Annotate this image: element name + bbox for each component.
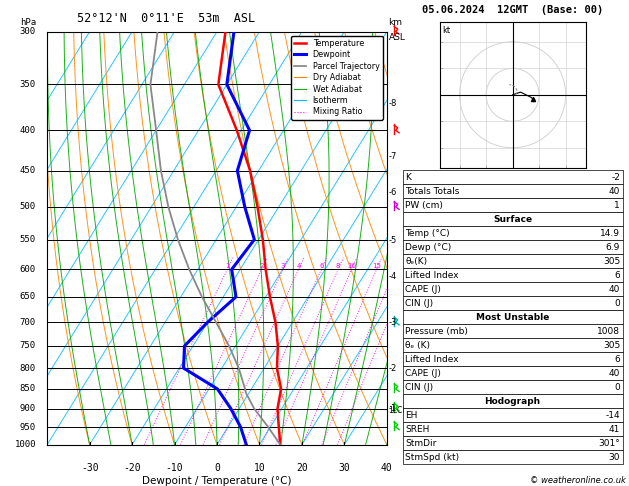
Text: 41: 41 [609,425,620,434]
Text: 10: 10 [253,463,265,473]
Text: 05.06.2024  12GMT  (Base: 00): 05.06.2024 12GMT (Base: 00) [422,5,603,15]
Text: Mixing Ratio (g/kg): Mixing Ratio (g/kg) [426,198,435,278]
Text: -2: -2 [611,173,620,182]
Text: ASL: ASL [389,33,406,42]
Text: StmSpd (kt): StmSpd (kt) [405,452,459,462]
Text: -10: -10 [165,463,184,473]
Text: 400: 400 [20,126,36,135]
Text: 1: 1 [225,263,230,269]
Text: 600: 600 [20,265,36,274]
Text: -1: -1 [389,404,397,413]
Text: -3: -3 [389,318,397,327]
Text: CIN (J): CIN (J) [405,382,433,392]
Text: 750: 750 [20,342,36,350]
Text: K: K [405,173,411,182]
Text: kt: kt [442,26,450,35]
Text: -7: -7 [389,152,397,161]
Text: 1LCL: 1LCL [389,406,407,415]
Text: 6: 6 [615,355,620,364]
Text: 1000: 1000 [14,440,36,449]
Text: Totals Totals: Totals Totals [405,187,459,195]
Text: EH: EH [405,411,418,419]
Text: -20: -20 [123,463,141,473]
Text: -14: -14 [606,411,620,419]
Text: CAPE (J): CAPE (J) [405,285,441,294]
Text: 10: 10 [347,263,356,269]
Text: 500: 500 [20,202,36,211]
Text: 305: 305 [603,341,620,349]
Legend: Temperature, Dewpoint, Parcel Trajectory, Dry Adiabat, Wet Adiabat, Isotherm, Mi: Temperature, Dewpoint, Parcel Trajectory… [291,35,383,120]
Text: θₑ(K): θₑ(K) [405,257,427,266]
Text: Pressure (mb): Pressure (mb) [405,327,468,336]
Text: Dewp (°C): Dewp (°C) [405,243,452,252]
Text: 550: 550 [20,235,36,244]
Text: StmDir: StmDir [405,439,437,448]
Text: 0: 0 [615,382,620,392]
Text: CIN (J): CIN (J) [405,298,433,308]
Text: Lifted Index: Lifted Index [405,355,459,364]
Text: 6.9: 6.9 [606,243,620,252]
Text: 900: 900 [20,404,36,413]
Text: Most Unstable: Most Unstable [476,312,549,322]
Text: Dewpoint / Temperature (°C): Dewpoint / Temperature (°C) [142,476,292,486]
Text: 20: 20 [296,463,308,473]
Text: 0: 0 [615,298,620,308]
Text: 450: 450 [20,166,36,175]
Text: 6: 6 [319,263,323,269]
Text: CAPE (J): CAPE (J) [405,368,441,378]
Text: -5: -5 [389,236,397,245]
Text: 950: 950 [20,423,36,432]
Text: θₑ (K): θₑ (K) [405,341,430,349]
Text: 0: 0 [214,463,220,473]
Text: SREH: SREH [405,425,430,434]
Text: -4: -4 [389,272,397,281]
Text: hPa: hPa [20,18,36,27]
Text: 301°: 301° [598,439,620,448]
Text: 1008: 1008 [597,327,620,336]
Text: 6: 6 [615,271,620,279]
Text: 14.9: 14.9 [600,228,620,238]
Text: Hodograph: Hodograph [484,397,541,406]
Text: 4: 4 [296,263,301,269]
Text: PW (cm): PW (cm) [405,201,443,209]
Text: 305: 305 [603,257,620,266]
Text: Lifted Index: Lifted Index [405,271,459,279]
Text: 52°12'N  0°11'E  53m  ASL: 52°12'N 0°11'E 53m ASL [77,13,255,25]
Text: 40: 40 [609,187,620,195]
Text: Temp (°C): Temp (°C) [405,228,450,238]
Text: 3: 3 [281,263,285,269]
Text: 2: 2 [259,263,264,269]
Text: km: km [389,18,403,27]
Text: © weatheronline.co.uk: © weatheronline.co.uk [530,476,626,485]
Text: Surface: Surface [493,215,532,224]
Text: 40: 40 [381,463,392,473]
Text: -2: -2 [389,364,397,373]
Text: 300: 300 [20,27,36,36]
Text: 30: 30 [609,452,620,462]
Text: 40: 40 [609,368,620,378]
Text: 800: 800 [20,364,36,373]
Text: -8: -8 [389,99,397,108]
Text: 8: 8 [336,263,340,269]
Text: 15: 15 [372,263,381,269]
Text: 350: 350 [20,80,36,89]
Text: 1: 1 [615,201,620,209]
Text: 40: 40 [609,285,620,294]
Text: 850: 850 [20,384,36,394]
Text: -6: -6 [389,189,397,197]
Text: 30: 30 [338,463,350,473]
Text: 650: 650 [20,293,36,301]
Text: -30: -30 [81,463,99,473]
Text: 700: 700 [20,318,36,327]
